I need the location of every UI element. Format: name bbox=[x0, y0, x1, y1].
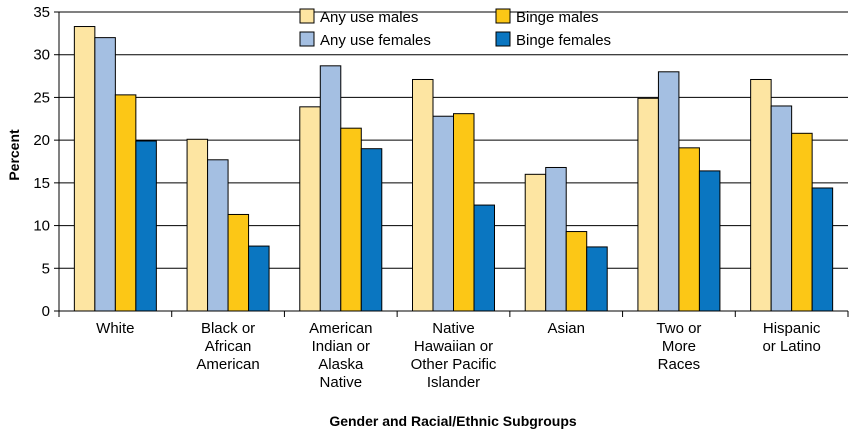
category-label-6: Hispanic or Latino bbox=[762, 320, 820, 355]
bars bbox=[73, 26, 834, 312]
bar-any-use-females-4 bbox=[545, 166, 567, 312]
legend-swatch-3 bbox=[495, 31, 511, 47]
y-tick-label-0: 0 bbox=[42, 303, 50, 320]
legend: Any use males Any use females Binge males B… bbox=[299, 8, 611, 49]
y-tick-label-25: 25 bbox=[33, 89, 50, 106]
x-axis-title: Gender and Racial/Ethnic Subgroups bbox=[329, 413, 577, 429]
bar-binge-females-4 bbox=[586, 246, 608, 312]
y-tick-label-35: 35 bbox=[33, 4, 50, 21]
category-label-1: Black or African American bbox=[196, 320, 259, 373]
category-label-0: White bbox=[96, 320, 134, 337]
bar-any-use-males-0 bbox=[73, 26, 96, 312]
legend-label-3: Binge females bbox=[516, 32, 611, 49]
y-axis-title: Percent bbox=[6, 129, 22, 181]
y-tick-label-15: 15 bbox=[33, 175, 50, 192]
bar-any-use-females-2 bbox=[319, 65, 342, 312]
bar-binge-females-1 bbox=[248, 245, 270, 312]
legend-label-2: Binge males bbox=[516, 9, 599, 26]
bar-binge-males-6 bbox=[791, 132, 813, 312]
category-label-3: Native Hawaiian or Other Pacific Islander bbox=[411, 320, 497, 391]
bar-any-use-females-1 bbox=[207, 159, 229, 312]
bar-any-use-males-4 bbox=[524, 173, 547, 312]
bar-binge-males-5 bbox=[678, 147, 700, 312]
bar-any-use-females-5 bbox=[657, 71, 680, 312]
legend-label-0: Any use males bbox=[320, 9, 418, 26]
legend-swatch-0 bbox=[299, 8, 315, 24]
bar-binge-females-0 bbox=[135, 140, 157, 312]
y-tick-label-5: 5 bbox=[42, 260, 50, 277]
category-label-2: American Indian or Alaska Native bbox=[309, 320, 372, 391]
legend-swatch-1 bbox=[299, 31, 315, 47]
bar-binge-females-2 bbox=[360, 148, 383, 312]
bar-any-use-males-6 bbox=[750, 78, 772, 312]
bar-any-use-females-6 bbox=[770, 105, 793, 312]
bar-binge-males-2 bbox=[340, 127, 362, 312]
bar-any-use-females-0 bbox=[94, 37, 116, 312]
bar-binge-females-6 bbox=[811, 187, 834, 312]
bar-binge-males-1 bbox=[227, 213, 250, 312]
y-tick-labels: 0 5 10 15 20 25 30 35 bbox=[33, 4, 50, 320]
x-category-labels: White Black or African American American Indi… bbox=[96, 320, 821, 391]
bar-any-use-males-1 bbox=[186, 138, 209, 312]
y-tick-label-10: 10 bbox=[33, 218, 50, 235]
legend-label-1: Any use females bbox=[320, 32, 431, 49]
category-label-4: Asian bbox=[547, 320, 585, 337]
bar-binge-females-5 bbox=[698, 170, 721, 312]
bar-binge-males-4 bbox=[565, 231, 588, 312]
y-tick-label-30: 30 bbox=[33, 47, 50, 64]
bar-binge-females-3 bbox=[473, 204, 495, 312]
bar-binge-males-3 bbox=[453, 113, 475, 312]
bar-any-use-males-2 bbox=[299, 106, 321, 312]
bar-any-use-females-3 bbox=[432, 115, 454, 312]
axes bbox=[54, 11, 849, 317]
bar-any-use-males-3 bbox=[412, 78, 434, 312]
legend-swatch-2 bbox=[495, 8, 511, 24]
bar-binge-males-0 bbox=[114, 94, 137, 312]
y-tick-label-20: 20 bbox=[33, 132, 50, 149]
category-label-5: Two or More Races bbox=[656, 320, 701, 373]
bar-any-use-males-5 bbox=[637, 97, 659, 312]
